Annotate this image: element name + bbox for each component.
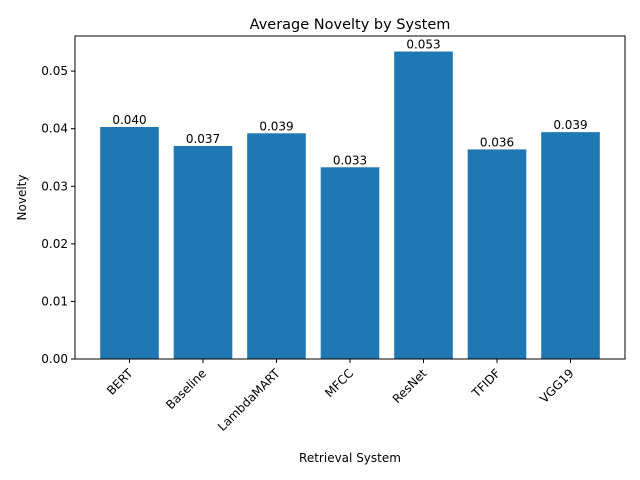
x-tick-label-mfcc: MFCC xyxy=(322,366,356,400)
y-axis-ticks: 0.00 0.01 0.02 0.03 0.04 0.05 xyxy=(41,64,75,366)
x-tick-label-baseline: Baseline xyxy=(163,366,209,412)
x-tick-label-resnet: ResNet xyxy=(390,366,430,406)
x-axis-label: Retrieval System xyxy=(299,451,401,465)
x-tick-label-lambdamart: LambdaMART xyxy=(215,366,283,434)
chart-title: Average Novelty by System xyxy=(250,17,451,33)
data-label-vgg19: 0.039 xyxy=(553,118,587,132)
bar-bert xyxy=(100,126,159,359)
data-label-lambdamart: 0.039 xyxy=(259,119,293,133)
data-labels-group: 0.040 0.037 0.039 0.033 0.053 0.036 0.039 xyxy=(112,38,587,168)
y-tick-label: 0.01 xyxy=(41,294,68,308)
x-tick-label-tfidf: TFIDF xyxy=(469,366,504,401)
y-axis-label: Novelty xyxy=(15,175,29,221)
x-tick-label-bert: BERT xyxy=(104,366,136,398)
y-tick-label: 0.05 xyxy=(41,64,68,78)
data-label-mfcc: 0.033 xyxy=(333,153,367,167)
bar-tfidf xyxy=(467,149,527,359)
bar-mfcc xyxy=(320,167,380,359)
data-label-tfidf: 0.036 xyxy=(480,135,514,149)
data-label-baseline: 0.037 xyxy=(186,132,220,146)
y-tick-label: 0.03 xyxy=(41,179,68,193)
bar-lambdamart xyxy=(247,133,306,359)
x-axis-ticks: BERT Baseline LambdaMART MFCC ResNet TFIDF VGG… xyxy=(104,359,577,434)
bar-resnet xyxy=(394,51,453,359)
bar-vgg19 xyxy=(541,132,600,359)
x-tick-label-vgg19: VGG19 xyxy=(537,366,577,406)
data-label-resnet: 0.053 xyxy=(406,38,440,52)
y-tick-label: 0.04 xyxy=(41,122,68,136)
data-label-bert: 0.040 xyxy=(112,113,146,127)
y-tick-label: 0.00 xyxy=(41,352,68,366)
bar-baseline xyxy=(173,145,233,359)
y-tick-label: 0.02 xyxy=(41,237,68,251)
bars-group xyxy=(100,51,600,359)
